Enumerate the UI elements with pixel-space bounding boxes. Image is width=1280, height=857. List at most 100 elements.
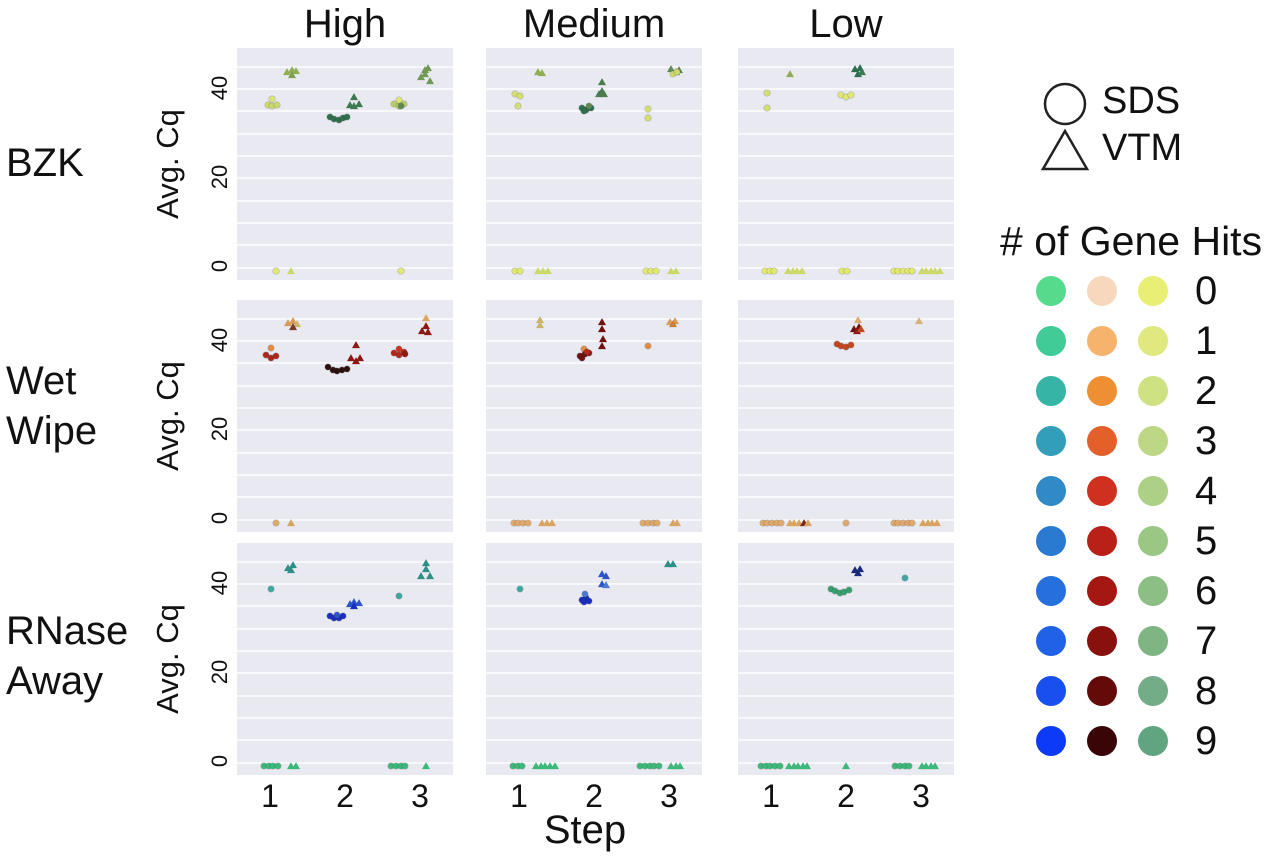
vtm-point bbox=[350, 93, 359, 101]
row-label-away: Away bbox=[6, 659, 104, 703]
sds-point bbox=[402, 763, 409, 770]
sds-point bbox=[325, 364, 332, 371]
sds-point bbox=[584, 348, 591, 355]
vtm-point bbox=[351, 356, 360, 364]
gridline bbox=[486, 761, 702, 764]
vtm-point bbox=[855, 64, 864, 72]
gridline bbox=[738, 155, 954, 158]
gridline bbox=[237, 155, 453, 158]
sds-point bbox=[335, 614, 342, 621]
vtm-point bbox=[422, 565, 430, 573]
sds-point bbox=[846, 587, 853, 594]
gene-hit-row: 9 bbox=[1036, 716, 1217, 766]
sds-point bbox=[396, 346, 402, 353]
row-label-bzk: BZK bbox=[6, 141, 84, 185]
sds-point bbox=[520, 520, 527, 527]
column-header-high: High bbox=[303, 2, 387, 46]
vtm-point bbox=[536, 762, 545, 770]
sds-point bbox=[841, 588, 848, 595]
gridline bbox=[237, 739, 453, 742]
sds-point bbox=[331, 615, 338, 622]
sds-point bbox=[516, 268, 523, 275]
sds-point bbox=[895, 268, 902, 275]
vtm-point bbox=[534, 267, 543, 275]
sds-point bbox=[897, 763, 903, 770]
vtm-point bbox=[287, 66, 296, 74]
sds-point bbox=[909, 520, 916, 527]
gene-hit-swatch-blue bbox=[1036, 676, 1066, 706]
gridline bbox=[738, 199, 954, 202]
gene-hit-swatch-green bbox=[1138, 576, 1168, 606]
gene-hit-swatch-red bbox=[1087, 726, 1117, 756]
vtm-point bbox=[794, 519, 803, 527]
gridline bbox=[738, 317, 954, 320]
vtm-point bbox=[351, 341, 360, 349]
x-tick-2: 2 bbox=[837, 778, 855, 814]
sds-point bbox=[843, 93, 849, 100]
gridline bbox=[738, 451, 954, 454]
gridline bbox=[237, 694, 453, 697]
gridline bbox=[486, 739, 702, 742]
gridline bbox=[486, 407, 702, 410]
gene-hit-level: 4 bbox=[1195, 468, 1218, 513]
sds-point bbox=[398, 103, 405, 109]
vtm-point bbox=[543, 267, 552, 275]
vtm-point bbox=[785, 519, 794, 527]
sds-point bbox=[827, 586, 834, 593]
gene-hit-swatch-blue bbox=[1036, 426, 1066, 456]
sds-point bbox=[651, 763, 658, 770]
sds-point bbox=[510, 763, 516, 770]
sds-point bbox=[892, 763, 899, 770]
x-tick-3: 3 bbox=[912, 778, 930, 814]
gridline bbox=[486, 317, 702, 320]
vtm-point bbox=[804, 519, 813, 527]
sds-point bbox=[265, 763, 272, 770]
vtm-point bbox=[798, 762, 807, 770]
vtm-point bbox=[287, 519, 295, 527]
vtm-point bbox=[914, 317, 923, 325]
sds-point bbox=[515, 520, 522, 527]
gene-hit-level: 5 bbox=[1195, 518, 1218, 563]
vtm-point bbox=[283, 68, 292, 76]
gridline bbox=[486, 199, 702, 202]
gene-hits-title: # of Gene Hits bbox=[1000, 218, 1263, 264]
x-tick-3: 3 bbox=[411, 778, 429, 814]
sds-point bbox=[766, 268, 773, 275]
vtm-point bbox=[669, 560, 678, 568]
sds-point bbox=[329, 366, 336, 373]
sds-point bbox=[344, 114, 351, 121]
sds-point bbox=[272, 353, 279, 360]
gridline bbox=[486, 177, 702, 180]
sds-point bbox=[585, 597, 592, 604]
sds-point bbox=[396, 96, 402, 103]
gridline bbox=[237, 317, 453, 320]
gridline bbox=[738, 717, 954, 719]
gene-hit-swatch-blue bbox=[1036, 326, 1066, 356]
sds-point bbox=[637, 763, 644, 770]
gene-hit-swatch-red bbox=[1087, 626, 1117, 656]
vtm-point bbox=[538, 519, 547, 527]
sds-point bbox=[643, 268, 650, 275]
row-label-rnase: RNase bbox=[6, 609, 129, 653]
sds-point bbox=[839, 268, 846, 275]
gridline bbox=[738, 222, 954, 224]
gene-hit-swatch-red bbox=[1087, 676, 1117, 706]
vtm-point bbox=[923, 519, 932, 527]
vtm-point bbox=[550, 762, 559, 770]
vtm-point bbox=[354, 100, 363, 108]
sds-point bbox=[274, 763, 281, 770]
y-tick-40: 40 bbox=[207, 570, 232, 596]
gene-hit-swatch-green bbox=[1138, 526, 1168, 556]
sds-point bbox=[772, 763, 779, 770]
gene-hit-level: 3 bbox=[1195, 418, 1218, 463]
gridline bbox=[738, 518, 954, 521]
vtm-point bbox=[853, 569, 862, 577]
sds-point bbox=[640, 520, 647, 527]
vtm-point bbox=[601, 572, 610, 580]
vtm-triangle-icon bbox=[1040, 128, 1090, 171]
y-tick-0: 0 bbox=[207, 511, 232, 525]
gridline bbox=[486, 518, 702, 521]
row-label-wet: Wet bbox=[6, 359, 77, 403]
gene-hit-level: 7 bbox=[1195, 618, 1218, 663]
sds-point bbox=[649, 520, 656, 527]
